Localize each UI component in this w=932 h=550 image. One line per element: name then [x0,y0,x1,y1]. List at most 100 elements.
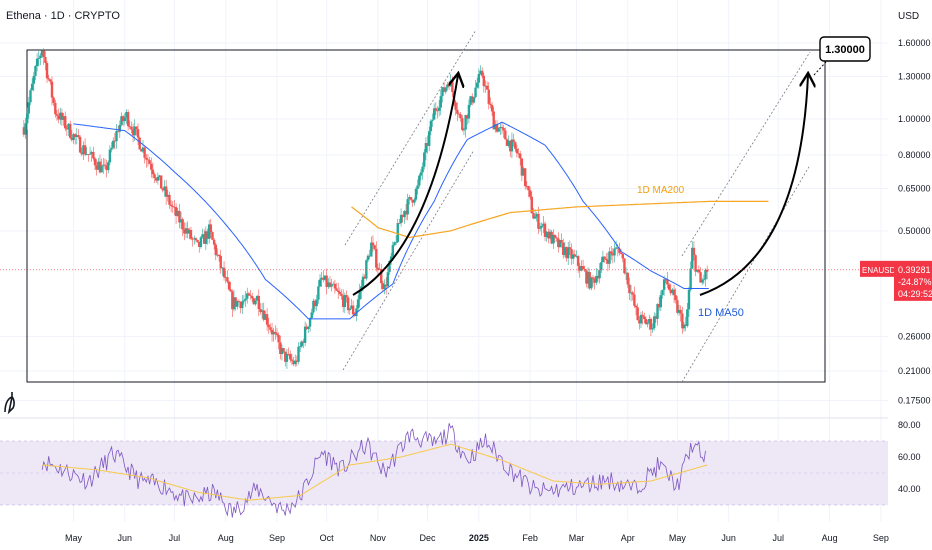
candle [593,276,596,290]
candle [198,241,201,253]
candle [179,211,183,229]
candle-body [356,299,360,309]
candle [145,154,148,168]
candle-body [64,116,67,129]
candle [284,351,287,367]
candle [350,298,353,310]
candle-body [396,223,399,243]
candle-body [70,137,74,141]
y-tick-label: 0.80000 [898,150,931,160]
candle-body [661,289,664,296]
candle [229,281,232,292]
candle-body [259,309,262,313]
candle [649,317,653,337]
candle-body [308,318,312,327]
candle-body [520,158,524,176]
candle-body [686,309,689,326]
candle [80,147,83,157]
candle-body [141,147,145,152]
candle-body [616,247,620,249]
candle-body [593,278,596,283]
candle [542,216,545,234]
candle-body [432,108,436,120]
candle [102,157,105,174]
candle [59,107,62,125]
candle [300,340,304,348]
candle [97,157,100,170]
candle [700,277,704,286]
candle-body [293,360,297,365]
candle [176,207,179,217]
candle-body [489,103,492,106]
candle [194,237,198,243]
candle-body [361,276,365,287]
candle [699,267,702,283]
candle [189,226,193,241]
candle-body [704,269,707,280]
candle-body [500,127,504,128]
candle-body [267,324,270,328]
x-tick-label: Jun [721,533,736,543]
candle-body [398,223,401,224]
candle [297,342,300,365]
candle-body [672,289,676,296]
candle-body [535,213,538,217]
candle-body [50,81,54,98]
candle [317,280,320,304]
candle-body [699,272,702,283]
rsi-ma-line [42,443,708,501]
candle-body [207,224,211,239]
candle-body [418,175,421,186]
candle-body [643,316,646,320]
candle [178,203,181,229]
candle-body [244,298,247,301]
candle-body [332,283,335,285]
candle [232,289,236,312]
x-tick-label: Apr [621,533,635,543]
candle-body [193,238,196,240]
candle [262,302,265,322]
candle-body [610,251,613,254]
candle [409,197,413,201]
candle-body [416,185,419,189]
candle-body [527,186,530,191]
candle-body [671,289,674,294]
candle-body [464,115,467,130]
candle-body [191,238,194,240]
candle-body [644,319,648,325]
candle [82,141,85,161]
ma200-line [351,200,769,239]
candle [131,123,135,143]
candle [249,290,252,300]
candle-body [35,58,39,67]
candle-body [112,140,115,148]
candle-body [575,256,578,257]
candle [398,218,401,224]
candle [671,287,674,296]
candle-body [399,214,403,224]
candle [601,250,605,263]
candle-body [487,89,490,104]
candle [161,187,165,193]
candle [598,263,601,284]
candle-body [568,247,572,249]
candle [148,156,151,165]
candle-body [275,333,279,336]
candle-body [656,303,659,319]
candle-body [576,256,580,266]
candle-body [44,57,47,64]
candle [515,144,519,158]
channel-lines [342,29,811,383]
candle-body [692,247,696,256]
candle [193,235,196,245]
candle [621,253,624,263]
candle-body [55,114,59,116]
candle [108,145,112,166]
candle [138,136,141,150]
candle-body [462,129,466,131]
candle [581,259,585,270]
candle-body [414,188,418,200]
candle-body [310,312,313,319]
candle-body [262,310,265,320]
